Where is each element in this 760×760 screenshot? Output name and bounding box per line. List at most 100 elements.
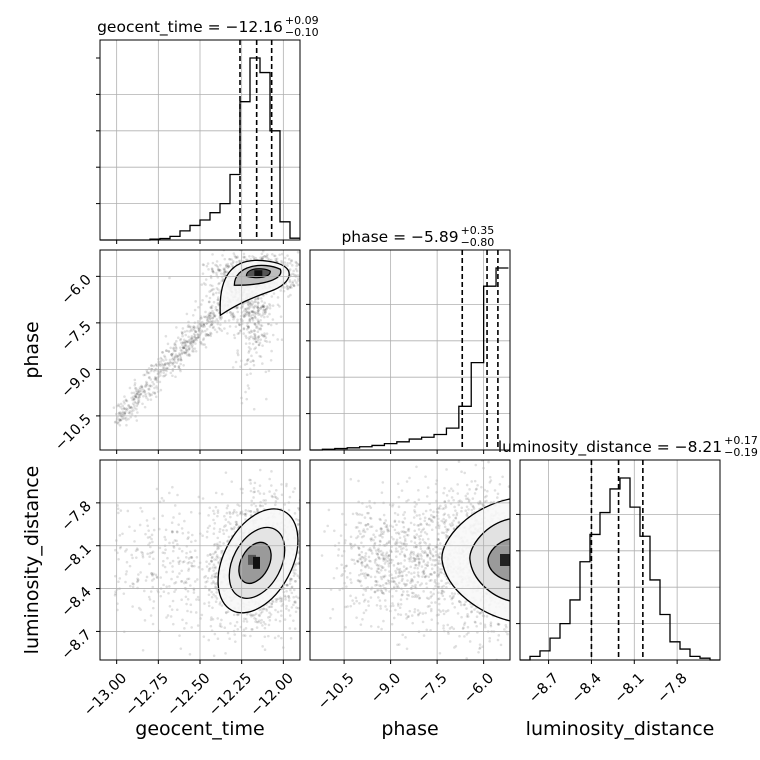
scatter-point bbox=[259, 338, 263, 341]
scatter-point bbox=[164, 373, 168, 376]
scatter-point bbox=[170, 352, 174, 356]
panel-inner bbox=[113, 460, 300, 658]
scatter-point bbox=[118, 423, 122, 427]
scatter-point bbox=[256, 335, 260, 339]
scatter-point bbox=[130, 553, 134, 557]
scatter-point bbox=[258, 504, 262, 507]
scatter-point bbox=[195, 338, 199, 342]
scatter-point bbox=[188, 652, 192, 656]
scatter-point bbox=[251, 628, 254, 631]
scatter-point bbox=[252, 310, 255, 314]
scatter-point bbox=[194, 330, 198, 334]
scatter-point bbox=[189, 610, 193, 614]
scatter-point bbox=[410, 560, 414, 563]
scatter-point bbox=[135, 556, 138, 559]
scatter-point bbox=[234, 523, 238, 526]
scatter-point bbox=[163, 362, 166, 366]
scatter-point bbox=[133, 378, 137, 382]
scatter-point bbox=[211, 326, 215, 330]
scatter-point bbox=[295, 562, 298, 565]
scatter-point bbox=[378, 557, 381, 561]
scatter-point bbox=[245, 310, 248, 313]
scatter-point bbox=[171, 559, 175, 563]
scatter-point bbox=[145, 381, 149, 385]
scatter-point bbox=[245, 310, 249, 314]
scatter-point bbox=[264, 310, 267, 314]
scatter-point bbox=[416, 566, 419, 570]
scatter-point bbox=[369, 596, 373, 599]
scatter-point bbox=[200, 283, 204, 286]
scatter-point bbox=[182, 560, 186, 563]
scatter-point bbox=[341, 512, 344, 516]
scatter-point bbox=[196, 578, 199, 581]
scatter-point bbox=[150, 551, 154, 555]
scatter-point bbox=[256, 508, 259, 511]
scatter-point bbox=[153, 375, 157, 379]
scatter-point bbox=[175, 608, 179, 612]
scatter-point bbox=[197, 305, 200, 309]
scatter-point bbox=[137, 578, 140, 582]
scatter-point bbox=[483, 625, 487, 629]
scatter-point bbox=[259, 324, 263, 327]
scatter-point bbox=[188, 325, 191, 329]
scatter-point bbox=[408, 476, 411, 480]
scatter-point bbox=[445, 494, 449, 497]
scatter-point bbox=[369, 537, 372, 541]
scatter-point bbox=[254, 256, 258, 260]
scatter-point bbox=[219, 622, 222, 626]
scatter-point bbox=[429, 578, 433, 582]
scatter-point bbox=[175, 347, 178, 350]
scatter-point bbox=[186, 597, 190, 601]
scatter-point bbox=[234, 520, 238, 524]
scatter-point bbox=[379, 527, 383, 531]
scatter-point bbox=[123, 402, 126, 405]
scatter-point bbox=[185, 339, 188, 343]
scatter-point bbox=[415, 557, 418, 561]
scatter-point bbox=[218, 530, 221, 534]
scatter-point bbox=[356, 526, 359, 529]
scatter-point bbox=[251, 336, 255, 340]
scatter-point bbox=[388, 570, 391, 573]
scatter-point bbox=[373, 543, 376, 546]
scatter-point bbox=[152, 577, 156, 581]
scatter-point bbox=[406, 593, 409, 597]
scatter-point bbox=[163, 355, 167, 359]
scatter-point bbox=[215, 554, 219, 557]
scatter-point bbox=[229, 313, 233, 317]
scatter-point bbox=[183, 344, 187, 347]
scatter-point bbox=[173, 349, 177, 353]
scatter-point bbox=[189, 341, 192, 345]
scatter-point bbox=[379, 588, 383, 592]
scatter-point bbox=[349, 604, 353, 608]
scatter-point bbox=[172, 349, 176, 352]
scatter-point bbox=[473, 479, 477, 483]
scatter-point bbox=[163, 363, 167, 366]
scatter-point bbox=[329, 616, 332, 620]
scatter-point bbox=[361, 564, 364, 567]
scatter-point bbox=[419, 547, 423, 550]
scatter-point bbox=[206, 526, 210, 530]
scatter-point bbox=[446, 534, 450, 538]
scatter-point bbox=[286, 285, 289, 288]
scatter-point bbox=[287, 594, 290, 598]
scatter-point bbox=[404, 613, 408, 616]
scatter-point bbox=[409, 581, 412, 585]
scatter-point bbox=[243, 255, 247, 259]
scatter-point bbox=[414, 545, 418, 549]
scatter-point bbox=[220, 551, 223, 555]
scatter-point bbox=[117, 558, 120, 561]
scatter-point bbox=[399, 613, 403, 617]
scatter-point bbox=[470, 610, 474, 613]
scatter-point bbox=[130, 391, 134, 395]
scatter-point bbox=[134, 395, 138, 399]
scatter-point bbox=[287, 609, 291, 612]
scatter-point bbox=[235, 256, 239, 259]
scatter-point bbox=[349, 477, 353, 481]
scatter-point bbox=[189, 584, 192, 587]
scatter-point bbox=[203, 602, 206, 605]
scatter-point bbox=[321, 270, 324, 273]
scatter-point bbox=[253, 323, 257, 326]
scatter-point bbox=[182, 346, 185, 350]
scatter-point bbox=[117, 417, 121, 421]
scatter-point bbox=[244, 390, 247, 394]
